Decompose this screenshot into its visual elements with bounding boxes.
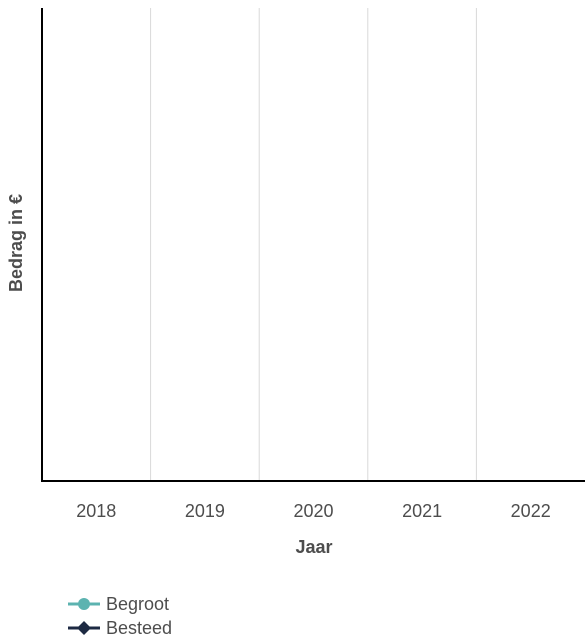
x-tick-label: 2019 (185, 501, 225, 521)
legend-item-begroot[interactable]: Begroot (67, 592, 172, 616)
x-tick-label: 2022 (511, 501, 551, 521)
vertical-gridlines (150, 8, 477, 481)
legend: Begroot Besteed (67, 592, 172, 640)
x-axis-title: Jaar (295, 537, 332, 557)
x-tick-label: 2021 (402, 501, 442, 521)
line-chart: 2018 2019 2020 2021 2022 Jaar Bedrag in € (6, 8, 585, 557)
x-tick-labels: 2018 2019 2020 2021 2022 (76, 501, 550, 521)
x-tick-label: 2020 (293, 501, 333, 521)
legend-label: Begroot (106, 593, 170, 614)
legend-label: Besteed (106, 617, 173, 638)
x-tick-label: 2018 (76, 501, 116, 521)
circle-marker-icon (68, 598, 100, 610)
diamond-marker-icon (68, 621, 100, 635)
legend-item-besteed[interactable]: Besteed (67, 616, 172, 640)
y-axis-title: Bedrag in € (6, 194, 26, 292)
